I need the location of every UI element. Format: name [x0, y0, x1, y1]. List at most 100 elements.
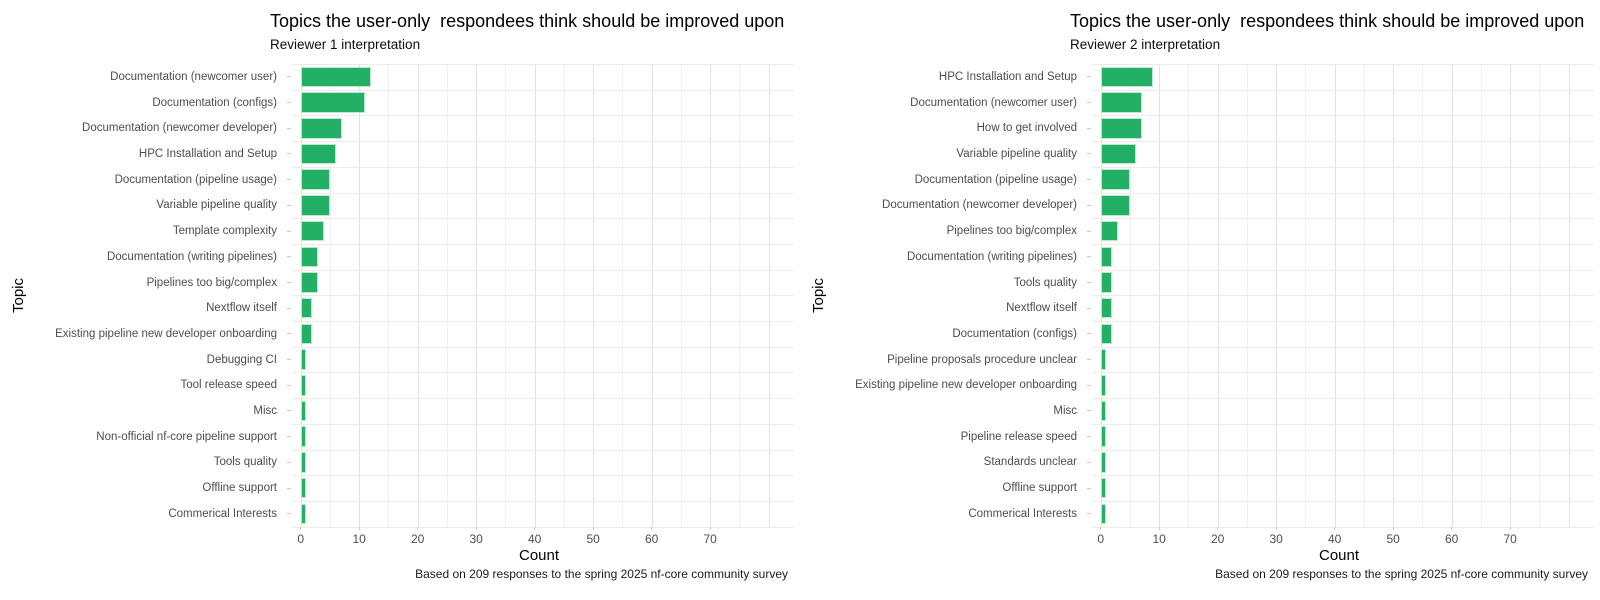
- y-tick-mark: [287, 461, 291, 463]
- bar: [1100, 195, 1130, 216]
- y-tick-mark: [287, 359, 291, 361]
- x-tick-mark: [300, 527, 302, 530]
- x-tick-mark: [1509, 527, 1511, 530]
- y-axis-title: Topic: [810, 277, 827, 314]
- gridline-row: [1092, 295, 1594, 297]
- y-axis-label: Documentation (newcomer user): [110, 70, 277, 83]
- gridline-row: [1092, 346, 1594, 348]
- y-tick-mark: [287, 204, 291, 206]
- y-axis-label: Tools quality: [213, 456, 277, 469]
- gridline-row: [292, 115, 794, 117]
- caption: Based on 209 responses to the spring 202…: [1215, 567, 1588, 581]
- x-tick-mark: [651, 527, 653, 530]
- x-tick-mark: [1100, 527, 1102, 530]
- x-tick-mark: [358, 527, 360, 530]
- y-tick-mark: [1087, 487, 1091, 489]
- x-tick-label: 20: [1211, 532, 1225, 546]
- gridline-row: [1092, 115, 1594, 117]
- y-tick-mark: [1087, 76, 1091, 78]
- gridline-row: [292, 269, 794, 271]
- gridline-row: [292, 423, 794, 425]
- y-axis-label: Debugging CI: [206, 353, 277, 366]
- bar: [300, 503, 307, 524]
- gridline-row: [1092, 398, 1594, 400]
- y-axis-label: Pipelines too big/complex: [146, 276, 277, 289]
- gridline-row: [1092, 141, 1594, 143]
- y-axis-label: Pipeline proposals procedure unclear: [887, 353, 1077, 366]
- y-tick-mark: [1087, 359, 1091, 361]
- x-tick-mark: [1217, 527, 1219, 530]
- gridline-row: [1092, 269, 1594, 271]
- gridline-row: [1092, 166, 1594, 168]
- y-tick-mark: [1087, 513, 1091, 515]
- y-axis-label: Documentation (configs): [152, 96, 277, 109]
- y-axis-label: Existing pipeline new developer onboardi…: [55, 327, 277, 340]
- bar: [300, 195, 330, 216]
- y-tick-mark: [1087, 410, 1091, 412]
- chart-subtitle: Reviewer 1 interpretation: [270, 37, 421, 52]
- x-tick-mark: [1392, 527, 1394, 530]
- y-axis-label: Misc: [253, 404, 277, 417]
- gridline-row: [1092, 243, 1594, 245]
- x-tick-label: 30: [469, 532, 483, 546]
- bar: [1100, 92, 1142, 113]
- y-axis-label: How to get involved: [976, 122, 1077, 135]
- bar: [1100, 118, 1142, 139]
- y-tick-mark: [287, 76, 291, 78]
- x-tick-label: 60: [1445, 532, 1459, 546]
- gridline-row: [292, 192, 794, 194]
- y-axis-label: Offline support: [202, 482, 277, 495]
- bar: [300, 349, 307, 370]
- bar: [300, 477, 307, 499]
- gridline-row: [292, 346, 794, 348]
- x-tick-label: 70: [1503, 532, 1517, 546]
- y-tick-mark: [287, 179, 291, 181]
- x-tick-mark: [1334, 527, 1336, 530]
- gridline-row: [1092, 89, 1594, 91]
- gridline-row: [292, 243, 794, 245]
- bar: [1100, 246, 1113, 267]
- y-tick-mark: [1087, 127, 1091, 129]
- gridline-row: [1092, 449, 1594, 451]
- gridline-row: [292, 449, 794, 451]
- gridline-row: [1092, 192, 1594, 194]
- y-tick-mark: [1087, 204, 1091, 206]
- x-tick-mark: [1451, 527, 1453, 530]
- gridline-row: [1092, 218, 1594, 220]
- gridline-row: [292, 321, 794, 322]
- x-axis-title: Count: [1318, 547, 1360, 564]
- bar: [1100, 323, 1113, 345]
- gridline-row: [292, 295, 794, 297]
- bar: [1100, 272, 1113, 293]
- y-axis-label: Tools quality: [1013, 276, 1077, 289]
- gridline-row: [292, 500, 794, 502]
- gridline-row: [292, 398, 794, 400]
- y-tick-mark: [287, 256, 291, 258]
- bar: [1100, 503, 1107, 524]
- y-axis-label: Tool release speed: [180, 379, 277, 392]
- bar: [1100, 220, 1119, 242]
- gridline-row: [1092, 475, 1594, 477]
- y-tick-mark: [287, 127, 291, 129]
- chart-reviewer-1: Topics the user-only respondees think sh…: [10, 11, 794, 581]
- gridline-row: [1092, 500, 1594, 502]
- y-tick-mark: [1087, 153, 1091, 155]
- y-axis-title: Topic: [10, 277, 27, 314]
- gridline-row: [292, 475, 794, 477]
- x-tick-label: 0: [297, 532, 305, 546]
- y-axis-label: Variable pipeline quality: [156, 199, 277, 212]
- x-tick-label: 40: [528, 532, 542, 546]
- y-axis-label: Commerical Interests: [968, 507, 1077, 520]
- bar: [1100, 169, 1130, 190]
- y-axis-label: Standards unclear: [983, 456, 1077, 469]
- x-tick-label: 70: [703, 532, 717, 546]
- x-tick-label: 50: [1386, 532, 1400, 546]
- y-axis-label: Documentation (writing pipelines): [106, 250, 277, 263]
- bar: [300, 375, 307, 396]
- bar: [300, 272, 319, 293]
- y-tick-mark: [1087, 102, 1091, 103]
- x-tick-label: 20: [411, 532, 425, 546]
- bar: [300, 92, 365, 113]
- y-axis-label: Documentation (newcomer developer): [82, 122, 277, 135]
